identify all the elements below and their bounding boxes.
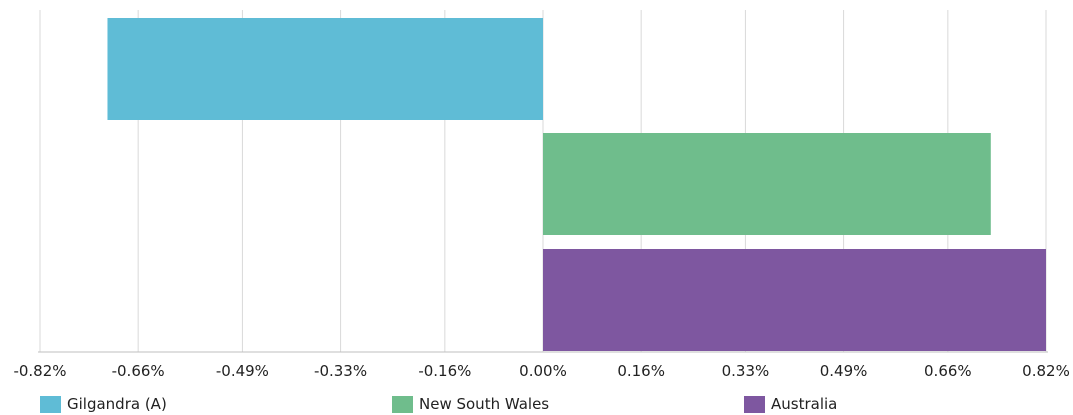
legend-swatch-new-south-wales xyxy=(392,395,413,413)
bar-new-south-wales xyxy=(543,133,991,235)
bar-australia xyxy=(543,249,1046,351)
legend: Gilgandra (A) New South Wales Australia xyxy=(0,393,1073,415)
bar-chart: -0.82% -0.66% -0.49% -0.33% -0.16% 0.00% 0.16%… xyxy=(13,10,1070,380)
legend-label-new-south-wales: New South Wales xyxy=(419,395,550,413)
legend-swatch-australia xyxy=(744,395,765,413)
x-tick-label-9: 0.66% xyxy=(924,362,972,380)
x-tick-label-0: -0.82% xyxy=(13,362,66,380)
legend-swatch-gilgandra xyxy=(40,395,61,413)
x-tick-label-8: 0.49% xyxy=(820,362,868,380)
legend-label-australia: Australia xyxy=(771,395,838,413)
x-tick-label-2: -0.49% xyxy=(216,362,269,380)
x-tick-label-4: -0.16% xyxy=(418,362,471,380)
x-tick-label-7: 0.33% xyxy=(722,362,770,380)
x-tick-label-3: -0.33% xyxy=(314,362,367,380)
x-tick-label-5: 0.00% xyxy=(519,362,567,380)
bar-gilgandra-a xyxy=(107,18,543,120)
legend-item-australia: Australia xyxy=(744,393,837,415)
legend-label-gilgandra: Gilgandra (A) xyxy=(67,395,167,413)
x-tick-label-6: 0.16% xyxy=(617,362,665,380)
bars xyxy=(107,18,1046,351)
legend-item-gilgandra: Gilgandra (A) xyxy=(40,393,167,415)
x-axis: -0.82% -0.66% -0.49% -0.33% -0.16% 0.00% 0.16%… xyxy=(13,351,1070,380)
x-tick-label-10: 0.82% xyxy=(1022,362,1070,380)
x-tick-label-1: -0.66% xyxy=(112,362,165,380)
legend-item-new-south-wales: New South Wales xyxy=(392,393,549,415)
